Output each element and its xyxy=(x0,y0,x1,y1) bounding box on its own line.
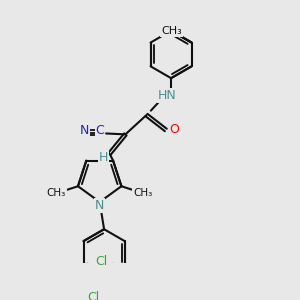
Text: H: H xyxy=(99,151,108,164)
Text: C: C xyxy=(96,124,104,137)
Text: Cl: Cl xyxy=(87,291,100,300)
Text: CH₃: CH₃ xyxy=(161,26,182,36)
Text: CH₃: CH₃ xyxy=(133,188,153,198)
Text: Cl: Cl xyxy=(96,255,108,268)
Text: N: N xyxy=(80,124,89,137)
Text: HN: HN xyxy=(158,89,177,102)
Text: O: O xyxy=(169,124,178,136)
Text: CH₃: CH₃ xyxy=(47,188,66,198)
Text: N: N xyxy=(95,199,104,212)
